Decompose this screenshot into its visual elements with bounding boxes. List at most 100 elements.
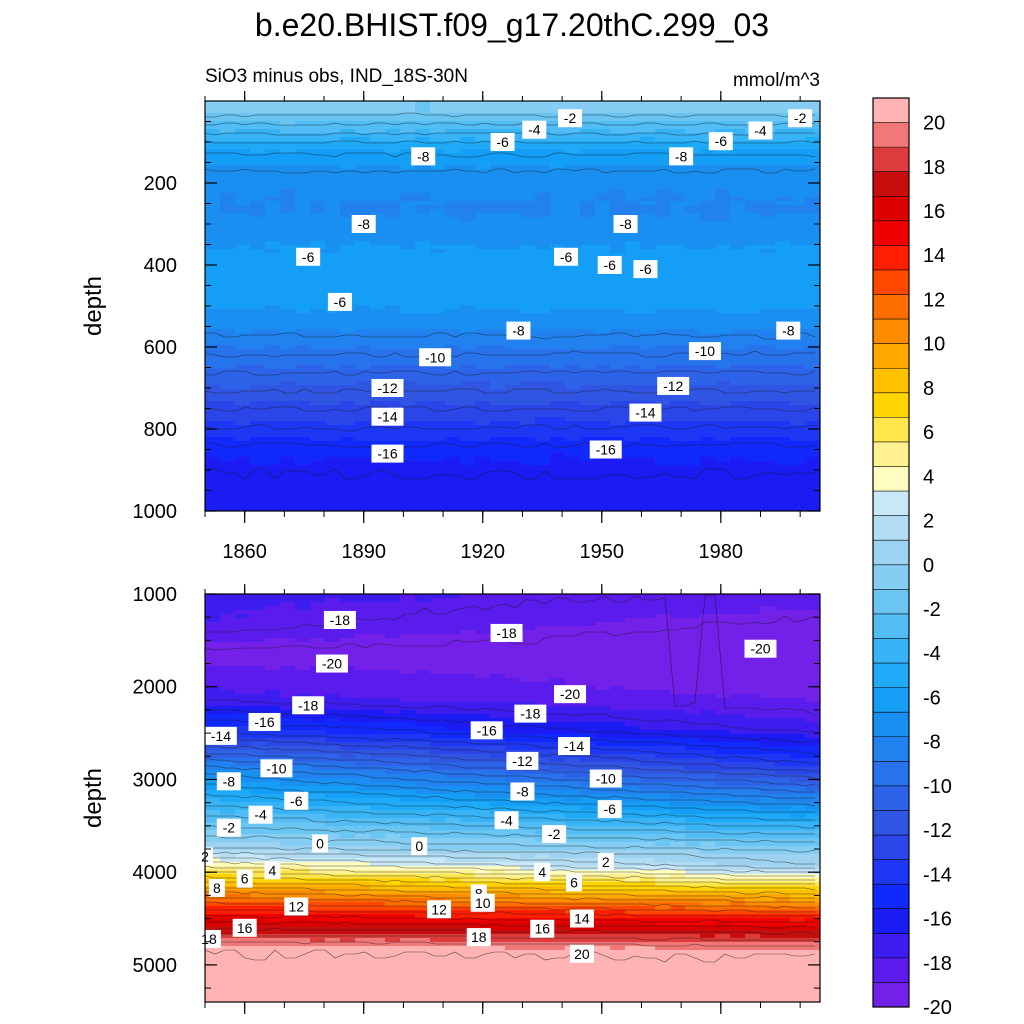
- top-fill-cell-167: [250, 117, 266, 122]
- top-fill-cell-2741: [730, 365, 746, 370]
- top-fill-cell-465: [415, 145, 431, 150]
- top-fill-cell-1957: [655, 289, 671, 294]
- top-fill-cell-520: [625, 149, 641, 154]
- top-fill-cell-2176: [250, 313, 266, 318]
- top-fill-cell-1105: [790, 205, 806, 210]
- bot-fill-cell-260: [415, 618, 431, 623]
- top-fill-cell-2425: [295, 337, 311, 342]
- top-fill-cell-3523: [775, 441, 791, 446]
- top-fill-cell-3423: [505, 433, 521, 438]
- top-fill-cell-2953: [220, 389, 236, 394]
- top-contour-label-box: [419, 348, 452, 367]
- top-fill-cell-2528: [610, 345, 626, 350]
- top-fill-cell-3502: [460, 441, 476, 446]
- top-fill-cell-902: [205, 189, 221, 194]
- top-fill-cell-1776: [400, 273, 416, 278]
- top-fill-cell-1186: [775, 213, 791, 218]
- top-fill-cell-3430: [610, 433, 626, 438]
- top-fill-cell-689: [700, 165, 716, 170]
- top-fill-cell-2831: [235, 377, 251, 382]
- top-fill-cell-2035: [595, 297, 611, 302]
- top-fill-cell-2315: [490, 325, 506, 330]
- top-fill-cell-2134: [235, 309, 251, 314]
- top-fill-cell-3203: [280, 413, 296, 418]
- top-fill-cell-1674: [715, 261, 731, 266]
- top-fill-cell-3582: [430, 449, 446, 454]
- top-fill-cell-112: [655, 109, 671, 114]
- top-fill-cell-1356: [250, 233, 266, 238]
- top-fill-cell-1533: [445, 249, 461, 254]
- top-fill-cell-1273: [235, 225, 251, 230]
- top-fill-cell-4056: [775, 493, 791, 498]
- bot-fill-cell-228: [550, 614, 566, 619]
- top-fill-cell-41: [205, 105, 221, 110]
- top-fill-cell-4045: [610, 493, 626, 498]
- top-fill-cell-278: [685, 125, 701, 130]
- top-fill-cell-1037: [385, 201, 401, 206]
- top-fill-cell-3484: [805, 437, 820, 442]
- top-fill-cell-1090: [565, 205, 581, 210]
- top-fill-cell-87: [280, 109, 296, 114]
- bot-fill-cell-174: [355, 610, 371, 615]
- top-fill-cell-494: [235, 149, 251, 154]
- top-fill-cell-1959: [685, 289, 701, 294]
- top-fill-cell-2878: [325, 381, 341, 386]
- top-fill-cell-1101: [730, 205, 746, 210]
- top-fill-cell-2079: [640, 301, 656, 306]
- top-fill-cell-1754: [685, 269, 701, 274]
- top-fill-cell-3055: [520, 397, 536, 402]
- top-fill-cell-2107: [445, 305, 461, 310]
- top-fill-cell-336: [325, 133, 341, 138]
- top-fill-cell-2438: [490, 337, 506, 342]
- top-fill-cell-1822: [475, 277, 491, 282]
- top-fill-cell-3000: [310, 393, 326, 398]
- top-fill-cell-2646: [535, 357, 551, 362]
- top-fill-cell-2262: [310, 321, 326, 326]
- top-fill-cell-2051: [220, 301, 236, 306]
- top-fill-cell-1562: [265, 253, 281, 258]
- top-fill-cell-2713: [310, 365, 326, 370]
- top-fill-cell-4039: [520, 493, 536, 498]
- top-fill-cell-2055: [280, 301, 296, 306]
- top-fill-cell-3236: [775, 413, 791, 418]
- top-fill-cell-3455: [370, 437, 386, 442]
- top-contour-label-13: -6: [633, 260, 658, 279]
- top-fill-cell-1095: [640, 205, 656, 210]
- top-fill-cell-607: [700, 157, 716, 162]
- top-fill-cell-1917: [670, 285, 686, 290]
- top-fill-cell-457: [295, 145, 311, 150]
- bot-fill-cell-14: [415, 594, 431, 599]
- top-fill-cell-474: [550, 145, 566, 150]
- top-fill-cell-2324: [625, 325, 641, 330]
- top-fill-cell-3675: [595, 457, 611, 462]
- top-fill-cell-660: [265, 165, 281, 170]
- top-fill-cell-798: [490, 177, 506, 182]
- top-fill-cell-2936: [580, 385, 596, 390]
- top-fill-cell-3331: [355, 425, 371, 430]
- top-fill-cell-2443: [565, 337, 581, 342]
- top-fill-cell-2480: [505, 341, 521, 346]
- top-fill-cell-3441: [775, 433, 791, 438]
- top-fill-cell-1910: [565, 285, 581, 290]
- top-fill-cell-1139: [685, 209, 701, 214]
- bot-fill-cell-244: [790, 614, 806, 619]
- top-fill-cell-3890: [745, 477, 761, 482]
- top-fill-cell-3882: [625, 477, 641, 482]
- top-fill-cell-1833: [640, 277, 656, 282]
- top-fill-cell-2322: [595, 325, 611, 330]
- top-fill-cell-1256: [595, 221, 611, 226]
- top-fill-cell-2699: [715, 361, 731, 366]
- top-fill-cell-2131: [805, 305, 820, 310]
- bot-fill-cell-13: [400, 594, 416, 599]
- top-fill-cell-3853: [805, 473, 820, 478]
- top-fill-cell-1301: [655, 225, 671, 230]
- top-fill-cell-625: [355, 161, 371, 166]
- top-fill-cell-3382: [505, 429, 521, 434]
- top-fill-cell-4105: [280, 501, 296, 506]
- top-fill-cell-1377: [565, 233, 581, 238]
- top-fill-cell-556: [550, 153, 566, 158]
- bot-fill-cell-368: [805, 626, 820, 631]
- bot-fill-cell-91: [340, 602, 356, 607]
- top-fill-cell-3740: [340, 465, 356, 470]
- top-fill-cell-2495: [730, 341, 746, 346]
